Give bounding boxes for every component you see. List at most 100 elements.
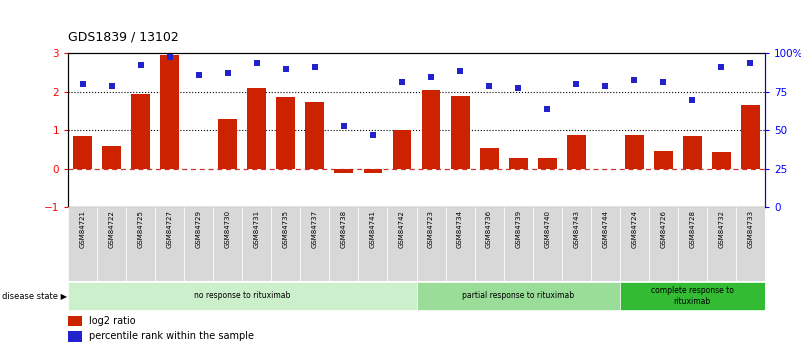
- Bar: [706, 207, 736, 281]
- Text: GSM84722: GSM84722: [109, 210, 115, 248]
- Text: GSM84735: GSM84735: [283, 210, 289, 248]
- Text: GSM84742: GSM84742: [399, 210, 405, 248]
- Bar: [127, 207, 155, 281]
- Bar: [736, 207, 765, 281]
- Bar: [272, 207, 300, 281]
- Bar: [131, 94, 150, 169]
- Bar: [417, 207, 445, 281]
- Point: [163, 54, 176, 59]
- Point: [686, 97, 698, 102]
- Bar: [590, 207, 620, 281]
- Bar: [219, 119, 237, 169]
- Text: GSM84734: GSM84734: [457, 210, 463, 248]
- Bar: [329, 207, 359, 281]
- Text: no response to rituximab: no response to rituximab: [194, 291, 291, 300]
- Text: log2 ratio: log2 ratio: [89, 316, 135, 326]
- Bar: [678, 207, 706, 281]
- Text: GSM84732: GSM84732: [718, 210, 724, 248]
- Point: [251, 60, 264, 66]
- Bar: [504, 207, 533, 281]
- Bar: [359, 207, 388, 281]
- Point: [744, 60, 757, 66]
- Bar: [683, 136, 702, 169]
- Bar: [649, 207, 678, 281]
- Text: GSM84727: GSM84727: [167, 210, 173, 248]
- Bar: [620, 282, 765, 310]
- Text: GSM84743: GSM84743: [574, 210, 579, 248]
- Bar: [712, 152, 731, 169]
- Bar: [73, 136, 92, 169]
- Bar: [392, 130, 412, 169]
- Bar: [480, 148, 498, 169]
- Bar: [562, 207, 590, 281]
- Text: GSM84729: GSM84729: [195, 210, 202, 248]
- Point: [367, 132, 380, 138]
- Point: [221, 70, 234, 76]
- Bar: [68, 316, 82, 326]
- Bar: [421, 90, 441, 169]
- Bar: [741, 105, 760, 169]
- Text: GSM84723: GSM84723: [428, 210, 434, 248]
- Text: partial response to rituximab: partial response to rituximab: [462, 291, 574, 300]
- Bar: [276, 97, 296, 169]
- Point: [308, 64, 321, 70]
- Bar: [160, 56, 179, 169]
- Point: [512, 85, 525, 91]
- Text: GSM84721: GSM84721: [79, 210, 86, 248]
- Point: [483, 83, 496, 89]
- Bar: [567, 135, 586, 169]
- Point: [76, 81, 89, 87]
- Bar: [155, 207, 184, 281]
- Point: [599, 83, 612, 89]
- Bar: [625, 135, 644, 169]
- Text: GSM84728: GSM84728: [690, 210, 695, 248]
- Text: GDS1839 / 13102: GDS1839 / 13102: [68, 30, 179, 43]
- Bar: [417, 282, 620, 310]
- Bar: [184, 207, 213, 281]
- Text: GSM84725: GSM84725: [138, 210, 143, 248]
- Text: GSM84744: GSM84744: [602, 210, 608, 248]
- Bar: [68, 207, 97, 281]
- Bar: [305, 102, 324, 169]
- Bar: [654, 151, 673, 169]
- Text: complete response to
rituximab: complete response to rituximab: [651, 286, 734, 306]
- Bar: [300, 207, 329, 281]
- Text: disease state ▶: disease state ▶: [2, 291, 66, 300]
- Bar: [620, 207, 649, 281]
- Text: percentile rank within the sample: percentile rank within the sample: [89, 332, 254, 341]
- Text: GSM84731: GSM84731: [254, 210, 260, 248]
- Bar: [533, 207, 562, 281]
- Point: [453, 68, 466, 73]
- Point: [628, 78, 641, 83]
- Text: GSM84724: GSM84724: [631, 210, 638, 248]
- Point: [135, 62, 147, 68]
- Bar: [97, 207, 127, 281]
- Point: [280, 66, 292, 71]
- Point: [715, 64, 728, 70]
- Point: [192, 72, 205, 77]
- Text: GSM84736: GSM84736: [486, 210, 492, 248]
- Text: GSM84739: GSM84739: [515, 210, 521, 248]
- Text: GSM84740: GSM84740: [544, 210, 550, 248]
- Bar: [445, 207, 474, 281]
- Bar: [335, 169, 353, 173]
- Point: [425, 74, 437, 79]
- Bar: [248, 88, 266, 169]
- Point: [105, 83, 118, 89]
- Bar: [68, 331, 82, 342]
- Point: [541, 106, 553, 112]
- Point: [657, 79, 670, 85]
- Point: [570, 81, 582, 87]
- Bar: [451, 96, 469, 169]
- Bar: [213, 207, 242, 281]
- Bar: [242, 207, 272, 281]
- Text: GSM84730: GSM84730: [225, 210, 231, 248]
- Bar: [388, 207, 417, 281]
- Bar: [364, 169, 382, 173]
- Text: GSM84733: GSM84733: [747, 210, 754, 248]
- Bar: [68, 282, 417, 310]
- Point: [337, 124, 350, 129]
- Bar: [509, 158, 528, 169]
- Bar: [103, 146, 121, 169]
- Bar: [474, 207, 504, 281]
